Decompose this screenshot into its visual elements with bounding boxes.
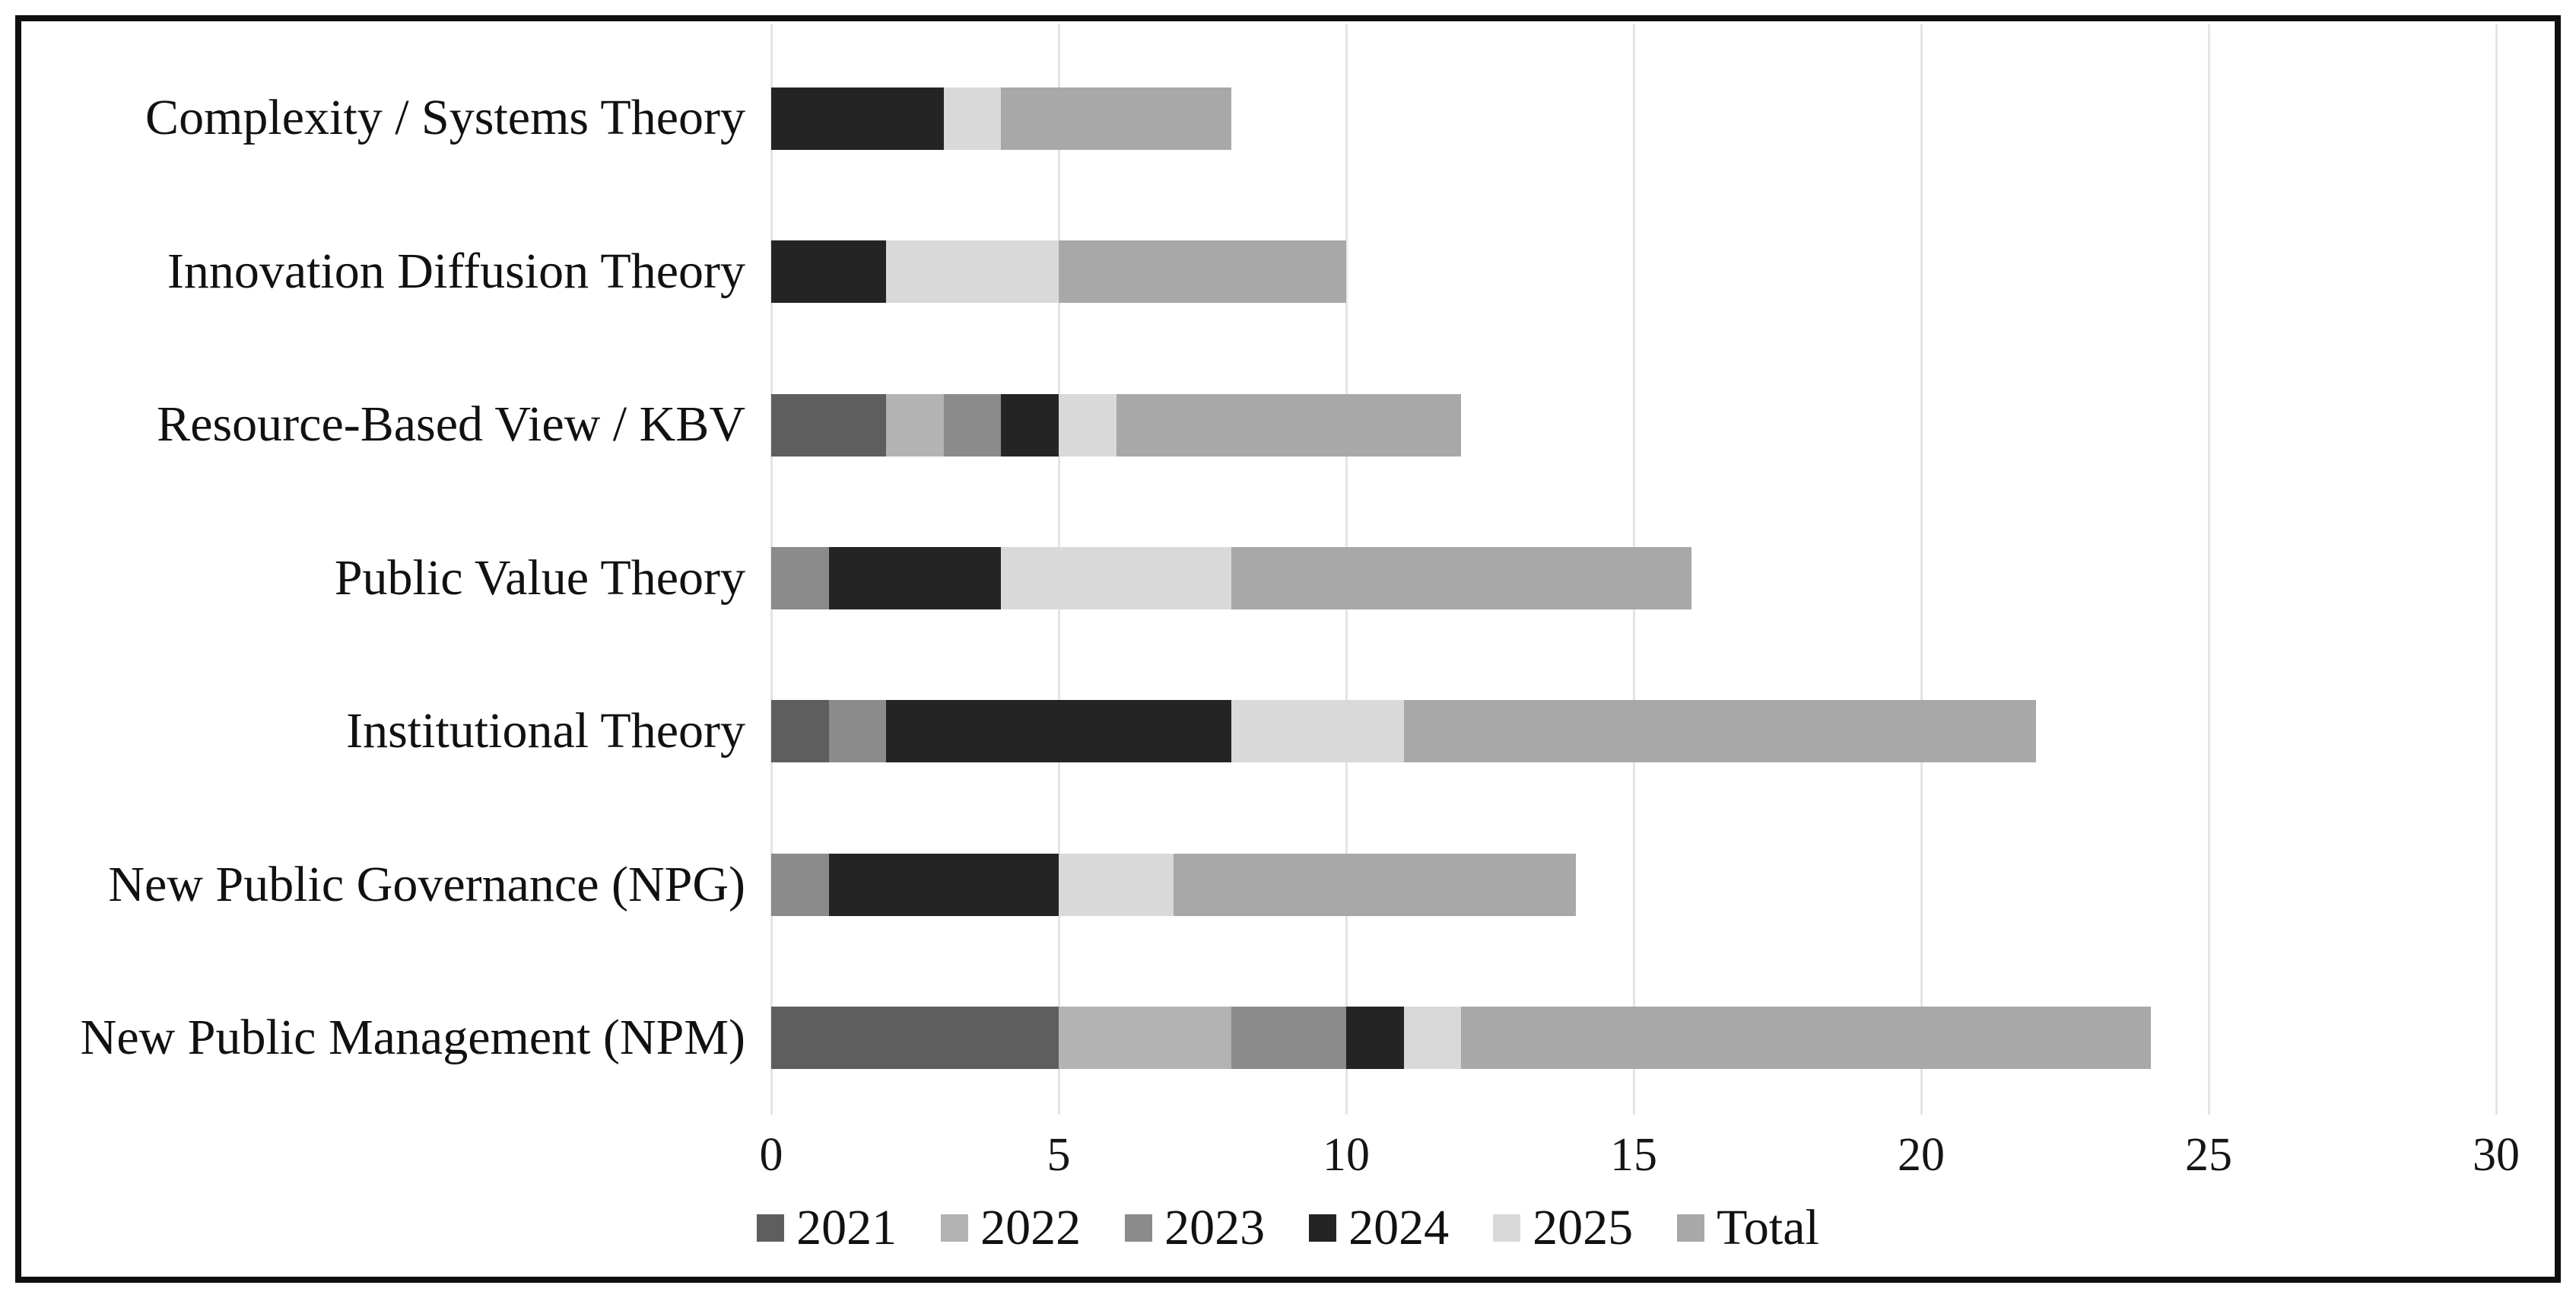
legend-label: 2025 [1533,1200,1634,1255]
bar-segment-2025 [943,87,1002,150]
category-row: Resource-Based View / KBV [21,348,2555,501]
bar-segment-2025 [1058,853,1174,916]
category-label: New Public Management (NPM) [80,1009,745,1065]
legend-swatch-icon [1309,1214,1337,1242]
bar-rows-layer: Complexity / Systems Theory Innovation Di… [21,42,2555,1115]
bar-track [771,348,2496,501]
legend-swatch-icon [757,1214,785,1242]
legend-swatch-icon [1125,1214,1153,1242]
bar-segment-2021 [771,700,829,763]
category-row: Innovation Diffusion Theory [21,195,2555,348]
bar-track [771,42,2496,195]
chart-inner-area: Complexity / Systems Theory Innovation Di… [21,21,2555,1277]
category-row: Complexity / Systems Theory [21,42,2555,195]
stacked-bar [771,546,1691,609]
bar-segment-2025 [1001,546,1231,609]
bar-segment-total [1461,1007,2152,1070]
legend-item-2025: 2025 [1493,1199,1633,1257]
bar-segment-2024 [771,87,944,150]
x-tick-label: 20 [1898,1129,1945,1181]
bar-segment-total [1174,853,1577,916]
legend-swatch-icon [941,1214,969,1242]
category-label: New Public Governance (NPG) [108,856,745,912]
x-tick-label: 25 [2185,1129,2232,1181]
legend-label: 2024 [1348,1200,1450,1255]
bar-segment-total [1231,546,1691,609]
category-row: Institutional Theory [21,655,2555,808]
category-row: Public Value Theory [21,501,2555,654]
bar-segment-2025 [1231,700,1404,763]
gridline-x-20 [1920,24,1923,1115]
chart-legend: 2021 2022 2023 2024 2025 Total [21,1199,2555,1257]
legend-item-2024: 2024 [1309,1199,1449,1257]
bar-segment-2023 [828,700,887,763]
category-label: Public Value Theory [334,549,745,606]
category-label: Institutional Theory [346,703,745,759]
legend-label: Total [1717,1200,1819,1255]
bar-segment-total [1116,393,1462,457]
bar-track [771,962,2496,1115]
legend-swatch-icon [1493,1214,1521,1242]
category-label: Innovation Diffusion Theory [167,243,745,299]
stacked-bar [771,1007,2152,1070]
stacked-bar [771,700,2037,763]
bar-segment-2021 [771,1007,1059,1070]
gridline-x-30 [2495,24,2498,1115]
category-label: Resource-Based View / KBV [157,396,745,453]
legend-item-2022: 2022 [941,1199,1081,1257]
x-tick-label: 30 [2473,1129,2520,1181]
bar-segment-2022 [886,393,944,457]
legend-label: 2021 [796,1200,897,1255]
legend-item-total: Total [1677,1199,1819,1257]
stacked-bar [771,87,1231,150]
bar-track [771,195,2496,348]
bar-segment-2025 [886,240,1059,304]
bar-segment-2025 [1403,1007,1462,1070]
bar-segment-total [1001,87,1231,150]
x-tick-label: 10 [1323,1129,1370,1181]
gridline-x-25 [2208,24,2210,1115]
bar-segment-2023 [1231,1007,1346,1070]
bar-segment-2021 [771,393,887,457]
category-label: Complexity / Systems Theory [145,90,745,146]
bar-segment-total [1403,700,2037,763]
bar-segment-2025 [1058,393,1116,457]
bar-segment-2024 [886,700,1231,763]
category-row: New Public Management (NPM) [21,962,2555,1115]
bar-segment-2024 [828,853,1059,916]
stacked-bar [771,393,1462,457]
legend-item-2023: 2023 [1125,1199,1265,1257]
bar-segment-2024 [828,546,1002,609]
stacked-bar [771,853,1577,916]
stacked-bar [771,240,1346,304]
x-tick-label: 15 [1610,1129,1657,1181]
bar-segment-2024 [771,240,887,304]
legend-label: 2023 [1164,1200,1266,1255]
bar-segment-2023 [943,393,1002,457]
bar-segment-2024 [1001,393,1059,457]
bar-track [771,501,2496,654]
bar-segment-2023 [771,546,829,609]
x-axis-tick-labels: 0 5 10 15 20 25 30 [760,1128,2520,1197]
bar-segment-2022 [1059,1007,1231,1070]
x-tick-label: 5 [1047,1129,1071,1181]
x-tick-label: 0 [759,1129,783,1181]
bar-track [771,655,2496,808]
category-row: New Public Governance (NPG) [21,808,2555,961]
bar-segment-2023 [771,853,829,916]
chart-frame: Complexity / Systems Theory Innovation Di… [15,15,2561,1283]
bar-segment-2024 [1345,1007,1404,1070]
legend-swatch-icon [1677,1214,1705,1242]
legend-label: 2022 [980,1200,1082,1255]
bar-segment-total [1058,240,1346,304]
bar-track [771,808,2496,961]
legend-item-2021: 2021 [757,1199,897,1257]
